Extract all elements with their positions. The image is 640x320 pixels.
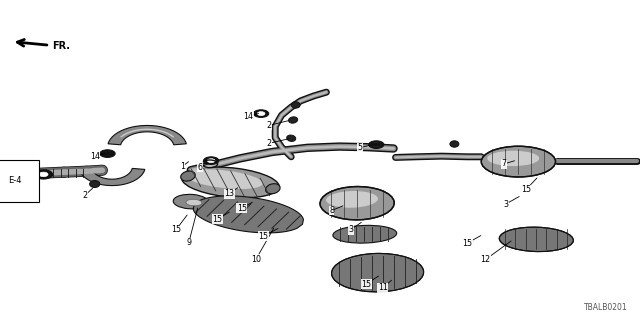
Circle shape [372,143,380,147]
Text: 12: 12 [480,255,490,264]
Circle shape [35,170,52,179]
Ellipse shape [291,102,300,108]
Ellipse shape [326,191,378,208]
Text: 15: 15 [171,225,181,234]
Text: 4: 4 [28,179,33,188]
Text: 2: 2 [266,121,271,130]
Ellipse shape [287,135,296,141]
Ellipse shape [173,194,208,209]
Text: 15: 15 [237,204,247,212]
Text: 1: 1 [180,162,185,171]
Text: 7: 7 [502,159,507,168]
Text: FR.: FR. [17,39,70,52]
Text: TBALB0201: TBALB0201 [584,303,627,312]
Text: 14: 14 [90,152,100,161]
Polygon shape [108,125,186,145]
Text: E-4: E-4 [8,176,22,185]
Circle shape [204,157,219,164]
Ellipse shape [332,253,424,292]
Polygon shape [79,168,145,186]
Ellipse shape [481,146,556,177]
Text: 15: 15 [521,185,531,194]
Text: 10: 10 [251,255,261,264]
Circle shape [102,151,113,156]
Ellipse shape [186,199,202,206]
Text: 15: 15 [462,239,472,248]
Circle shape [372,142,381,147]
Ellipse shape [180,171,195,181]
Ellipse shape [487,151,540,166]
Text: 8: 8 [329,206,334,215]
Circle shape [104,152,111,156]
Ellipse shape [289,117,298,123]
Circle shape [100,150,115,157]
Ellipse shape [182,167,279,198]
Ellipse shape [266,184,280,194]
Text: 3: 3 [348,225,353,234]
Text: 2: 2 [266,139,271,148]
Text: 9: 9 [186,238,191,247]
Circle shape [253,110,269,117]
Ellipse shape [320,187,394,220]
Circle shape [369,141,384,148]
Circle shape [207,159,215,163]
Text: 14: 14 [243,112,253,121]
Polygon shape [193,196,303,233]
Text: 2: 2 [83,191,88,200]
Text: 6: 6 [197,163,202,172]
Ellipse shape [450,141,459,147]
Ellipse shape [90,180,100,188]
Text: 5: 5 [357,143,362,152]
Text: 15: 15 [212,215,223,224]
Text: 15: 15 [361,280,371,289]
Ellipse shape [499,227,573,252]
Text: 3: 3 [503,200,508,209]
Text: 15: 15 [259,232,269,241]
Text: 11: 11 [378,284,388,292]
Circle shape [257,112,265,116]
Ellipse shape [333,225,397,243]
Text: 13: 13 [224,189,234,198]
Circle shape [39,172,48,177]
Ellipse shape [185,169,263,189]
